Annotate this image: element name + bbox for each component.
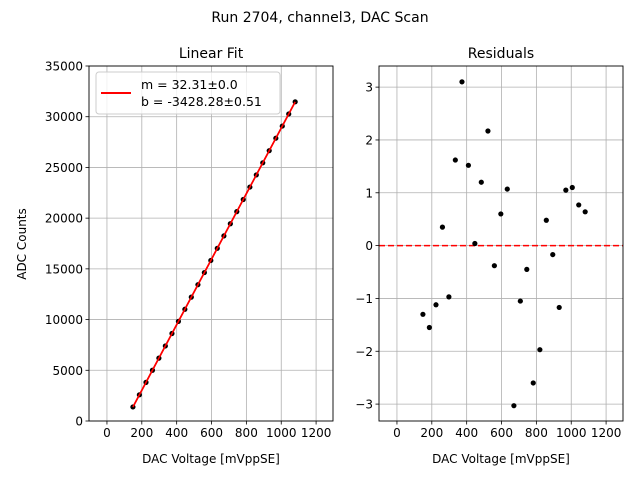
data-point <box>446 294 452 300</box>
data-point <box>517 298 523 304</box>
data-point <box>478 179 484 185</box>
data-point <box>491 263 497 269</box>
grid <box>89 65 333 422</box>
data-point <box>511 403 517 409</box>
data-point <box>556 304 562 311</box>
figure-title: Run 2704, channel3, DAC Scan <box>211 10 428 26</box>
x-tick-label: 1000 <box>266 426 297 440</box>
data-point <box>459 79 465 85</box>
y-tick-label: 10000 <box>45 313 83 327</box>
x-tick-label: 200 <box>420 426 443 440</box>
linear-fit-title: Linear Fit <box>179 46 244 62</box>
y-tick-label: −2 <box>355 345 373 359</box>
y-tick-label: 3 <box>365 81 373 95</box>
axes-frame <box>88 65 334 422</box>
x-tick-label: 0 <box>393 426 401 440</box>
x-tick-label: 800 <box>525 426 548 440</box>
y-tick-label: 2 <box>365 133 373 147</box>
data-point <box>439 224 446 230</box>
data-point <box>543 217 549 223</box>
data-point <box>485 128 491 134</box>
x-tick-label: 400 <box>455 426 478 440</box>
axes-frame <box>378 65 624 422</box>
grid <box>379 66 623 421</box>
data-point <box>582 209 588 215</box>
y-tick-label: 30000 <box>45 110 83 124</box>
x-tick-label: 1200 <box>301 426 332 440</box>
x-tick-label: 800 <box>235 426 258 440</box>
legend-box <box>95 71 281 115</box>
legend-slope: m = 32.31±0.0 <box>141 77 238 92</box>
linear-fit-xlabel: DAC Voltage [mVppSE] <box>142 452 280 466</box>
legend-intercept: b = -3428.28±0.51 <box>141 94 262 109</box>
data-point <box>524 266 530 272</box>
y-tick-label: 0 <box>365 239 373 253</box>
x-tick-label: 600 <box>200 426 223 440</box>
y-tick-label: 1 <box>365 186 373 200</box>
data-point <box>576 202 582 208</box>
data-point <box>465 162 472 168</box>
data-point <box>433 302 439 308</box>
y-tick-label: 15000 <box>45 262 83 276</box>
data-point <box>569 184 575 191</box>
data-point <box>472 240 478 247</box>
legend: m = 32.31±0.0 b = -3428.28±0.51 <box>95 71 281 115</box>
residuals-axes: Residuals DAC Voltage [mVppSE] 0 200 400 60… <box>355 46 624 466</box>
data-point <box>426 324 432 331</box>
fit-line-overlay <box>132 101 296 408</box>
x-tick-label: 400 <box>165 426 188 440</box>
linear-fit-ylabel: ADC Counts <box>15 208 29 280</box>
y-tick-label: 0 <box>75 415 83 429</box>
data-point <box>420 311 426 317</box>
residuals-title: Residuals <box>468 46 534 62</box>
x-tick-label: 600 <box>490 426 513 440</box>
x-tick-label: 200 <box>130 426 153 440</box>
y-tick-label: 5000 <box>52 364 83 378</box>
data-point <box>537 347 543 353</box>
x-tick-label: 0 <box>103 426 111 440</box>
data-point <box>498 211 504 217</box>
linear-fit-axes: Linear Fit DAC Voltage [mVppSE] ADC Coun… <box>15 46 334 466</box>
data-point <box>504 186 510 192</box>
residuals-xlabel: DAC Voltage [mVppSE] <box>432 452 570 466</box>
x-tick-label: 1000 <box>556 426 587 440</box>
y-tick-label: −1 <box>355 292 373 306</box>
data-point <box>550 251 556 258</box>
x-tick-label: 1200 <box>591 426 622 440</box>
y-tick-label: 25000 <box>45 161 83 175</box>
y-tick-label: 35000 <box>45 60 83 74</box>
data-point <box>452 157 458 163</box>
y-tick-label: 20000 <box>45 212 83 226</box>
data-point <box>530 380 536 386</box>
y-tick-label: −3 <box>355 398 373 412</box>
data-point <box>563 187 569 193</box>
